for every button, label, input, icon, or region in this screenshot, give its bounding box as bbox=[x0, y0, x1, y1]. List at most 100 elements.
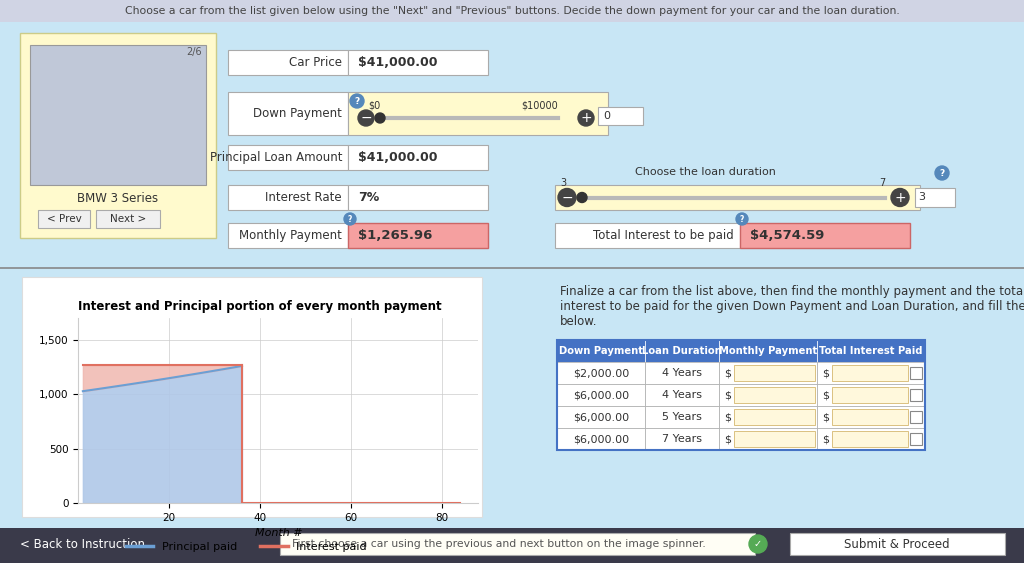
Circle shape bbox=[375, 113, 385, 123]
Text: 3: 3 bbox=[560, 178, 566, 188]
Text: Total Interest to be paid: Total Interest to be paid bbox=[593, 229, 734, 242]
Bar bbox=[719, 362, 817, 384]
Text: < Back to Instruction: < Back to Instruction bbox=[20, 538, 145, 552]
Legend: Principal paid, Interest paid: Principal paid, Interest paid bbox=[121, 538, 372, 557]
Bar bbox=[228, 223, 348, 248]
Text: Principal Loan Amount: Principal Loan Amount bbox=[210, 151, 342, 164]
Text: −: − bbox=[561, 190, 572, 204]
Bar bbox=[555, 223, 740, 248]
Text: Car Price: Car Price bbox=[289, 56, 342, 69]
Text: Submit & Proceed: Submit & Proceed bbox=[844, 538, 950, 551]
Text: $41,000.00: $41,000.00 bbox=[358, 56, 437, 69]
Bar bbox=[817, 384, 925, 406]
X-axis label: Month #: Month # bbox=[255, 528, 302, 538]
Bar bbox=[910, 411, 922, 423]
Text: ?: ? bbox=[739, 215, 744, 224]
Text: Choose the loan duration: Choose the loan duration bbox=[635, 167, 776, 177]
Text: < Prev: < Prev bbox=[47, 214, 81, 224]
Text: 3: 3 bbox=[918, 193, 925, 203]
Bar bbox=[817, 340, 925, 362]
Bar bbox=[645, 384, 719, 406]
Text: ?: ? bbox=[939, 168, 944, 177]
Bar bbox=[96, 210, 160, 228]
Bar bbox=[598, 107, 643, 125]
Bar bbox=[228, 145, 348, 170]
Bar bbox=[915, 188, 955, 207]
Text: Down Payment: Down Payment bbox=[559, 346, 643, 356]
Bar bbox=[831, 431, 908, 447]
Text: $41,000.00: $41,000.00 bbox=[358, 151, 437, 164]
Text: BMW 3 Series: BMW 3 Series bbox=[78, 191, 159, 204]
Text: Total Interest Paid: Total Interest Paid bbox=[819, 346, 923, 356]
Circle shape bbox=[577, 193, 587, 203]
Bar bbox=[0, 22, 1024, 268]
Bar bbox=[228, 50, 348, 75]
Bar bbox=[557, 340, 925, 450]
Bar bbox=[0, 528, 1024, 563]
Text: Loan Duration: Loan Duration bbox=[642, 346, 722, 356]
Bar bbox=[910, 367, 922, 379]
Circle shape bbox=[344, 213, 356, 225]
Text: 4 Years: 4 Years bbox=[662, 390, 702, 400]
Text: Monthly Payment: Monthly Payment bbox=[719, 346, 817, 356]
Text: 0: 0 bbox=[603, 111, 610, 121]
Bar bbox=[817, 428, 925, 450]
Circle shape bbox=[350, 94, 364, 108]
Text: Next >: Next > bbox=[110, 214, 146, 224]
Bar bbox=[348, 145, 488, 170]
Text: $0: $0 bbox=[368, 100, 380, 110]
Text: First choose a car using the previous and next button on the image spinner.: First choose a car using the previous an… bbox=[292, 539, 706, 549]
Text: $: $ bbox=[822, 390, 829, 400]
Text: Finalize a car from the list above, then find the monthly payment and the total
: Finalize a car from the list above, then… bbox=[560, 285, 1024, 328]
Bar bbox=[38, 210, 90, 228]
Text: −: − bbox=[360, 111, 372, 125]
Text: 7%: 7% bbox=[358, 191, 379, 204]
Bar bbox=[557, 362, 645, 384]
Text: 7 Years: 7 Years bbox=[662, 434, 702, 444]
Bar bbox=[740, 223, 910, 248]
Text: Interest and Principal portion of every month payment: Interest and Principal portion of every … bbox=[78, 300, 442, 312]
Bar bbox=[719, 384, 817, 406]
Text: $: $ bbox=[724, 368, 731, 378]
Circle shape bbox=[935, 166, 949, 180]
Bar bbox=[734, 387, 815, 403]
Bar bbox=[557, 384, 645, 406]
Bar bbox=[645, 428, 719, 450]
Bar bbox=[719, 340, 817, 362]
Bar bbox=[719, 406, 817, 428]
Bar bbox=[280, 533, 755, 555]
Bar bbox=[22, 277, 482, 517]
Bar bbox=[817, 362, 925, 384]
Text: $2,000.00: $2,000.00 bbox=[572, 368, 629, 378]
Text: +: + bbox=[581, 111, 592, 125]
Bar bbox=[734, 365, 815, 381]
Bar bbox=[557, 406, 645, 428]
Bar bbox=[228, 185, 348, 210]
Text: $: $ bbox=[724, 412, 731, 422]
Text: 7: 7 bbox=[879, 178, 885, 188]
Bar bbox=[734, 409, 815, 425]
Bar bbox=[0, 268, 1024, 528]
Circle shape bbox=[358, 110, 374, 126]
Bar bbox=[557, 340, 645, 362]
Bar bbox=[910, 389, 922, 401]
Text: $: $ bbox=[822, 434, 829, 444]
Bar bbox=[645, 340, 719, 362]
Bar bbox=[20, 33, 216, 238]
Text: $6,000.00: $6,000.00 bbox=[573, 390, 629, 400]
Bar bbox=[557, 428, 645, 450]
Bar bbox=[790, 533, 1005, 555]
Text: Monthly Payment: Monthly Payment bbox=[240, 229, 342, 242]
Text: $1,265.96: $1,265.96 bbox=[358, 229, 432, 242]
Bar bbox=[0, 0, 1024, 22]
Circle shape bbox=[578, 110, 594, 126]
Text: $4,574.59: $4,574.59 bbox=[750, 229, 824, 242]
Circle shape bbox=[736, 213, 748, 225]
Text: 4 Years: 4 Years bbox=[662, 368, 702, 378]
Text: $10000: $10000 bbox=[521, 100, 558, 110]
Bar bbox=[910, 433, 922, 445]
Bar bbox=[645, 406, 719, 428]
Text: $6,000.00: $6,000.00 bbox=[573, 434, 629, 444]
Bar bbox=[719, 428, 817, 450]
Text: ✓: ✓ bbox=[754, 539, 762, 549]
